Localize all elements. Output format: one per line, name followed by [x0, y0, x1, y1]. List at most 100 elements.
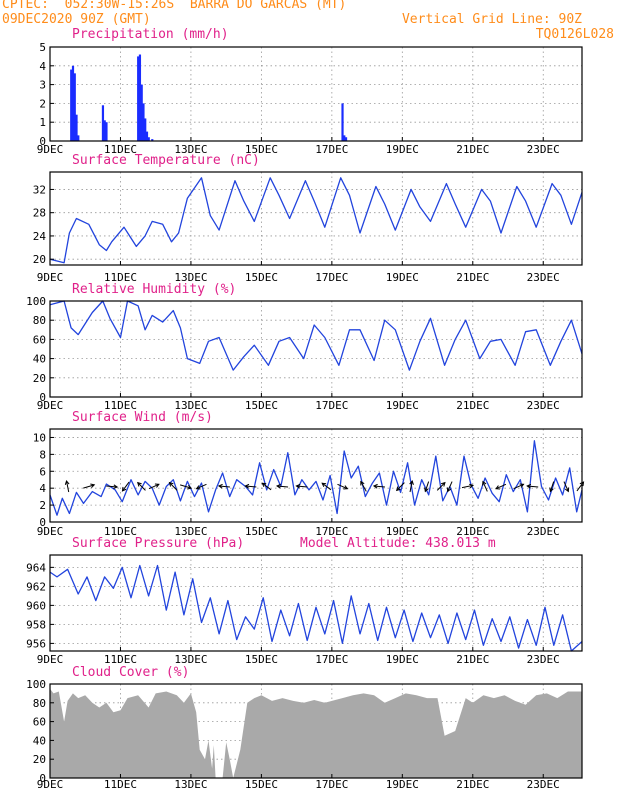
- wind-arrow-head: [113, 484, 119, 490]
- pressure-xtick-label: 15DEC: [245, 653, 278, 666]
- wind-line: [49, 440, 583, 516]
- temperature-line: [49, 177, 583, 264]
- humidity-xtick-label: 11DEC: [104, 399, 137, 412]
- wind-arrow-shaft: [447, 481, 453, 492]
- temperature-ytick-label: 24: [33, 230, 47, 243]
- cloud-cover-ytick-label: 100: [26, 678, 46, 691]
- wind-arrow-head: [564, 487, 570, 493]
- temperature-ytick-label: 20: [33, 253, 46, 266]
- temperature-ytick-label: 32: [33, 183, 46, 196]
- precipitation-xtick-label: 21DEC: [456, 143, 489, 156]
- wind-xtick-label: 15DEC: [245, 525, 278, 538]
- humidity-xtick-label: 23DEC: [527, 399, 560, 412]
- temperature-xtick-label: 11DEC: [104, 271, 137, 284]
- wind-arrow-head: [424, 487, 429, 493]
- temperature-xtick-label: 15DEC: [245, 271, 278, 284]
- pressure-line: [49, 564, 583, 652]
- precipitation-frame: [49, 46, 583, 142]
- wind-arrow-head: [244, 483, 250, 489]
- precipitation-title: Precipitation (mm/h): [72, 27, 229, 42]
- precipitation-bar: [71, 65, 75, 141]
- header-station-line: CPTEC: 052:30W-15:26S BARRA DO GARCAS (M…: [2, 0, 347, 12]
- wind-arrow-head: [482, 480, 487, 486]
- wind-arrow-shaft: [321, 482, 332, 491]
- humidity-xtick-label: 19DEC: [386, 399, 419, 412]
- cloud-cover-area: [50, 688, 582, 778]
- cloud-cover-xtick-label: 15DEC: [245, 778, 278, 791]
- wind-arrow-shaft: [137, 482, 146, 491]
- wind-ytick-label: 0: [39, 516, 46, 529]
- wind-arrow-head: [360, 480, 365, 486]
- temperature-xtick-label: 23DEC: [527, 271, 560, 284]
- cloud-cover-ytick-label: 60: [33, 716, 46, 729]
- wind-title: Surface Wind (m/s): [72, 410, 213, 425]
- wind-arrow-shaft: [373, 485, 385, 488]
- wind-arrow-head: [469, 483, 475, 489]
- wind-arrow-head: [187, 484, 193, 490]
- temperature-xtick-label: 21DEC: [456, 271, 489, 284]
- wind-arrow-head: [195, 485, 201, 490]
- precipitation-bar: [344, 137, 348, 141]
- precipitation-bar: [137, 56, 140, 141]
- cloud-cover-xtick-label: 9DEC: [37, 778, 64, 791]
- header-date-line: 09DEC2020 90Z (GMT): [2, 12, 151, 27]
- precipitation-bar: [151, 139, 154, 141]
- temperature-frame: [49, 171, 583, 266]
- temperature-xtick-label: 19DEC: [386, 271, 419, 284]
- wind-arrow-shaft: [296, 485, 308, 488]
- humidity-xtick-label: 15DEC: [245, 399, 278, 412]
- precipitation-xtick-label: 13DEC: [174, 143, 207, 156]
- wind-ytick-label: 4: [39, 482, 46, 495]
- wind-arrow-head: [217, 483, 223, 489]
- wind-arrow-head: [549, 487, 554, 493]
- temperature-ytick-label: 28: [33, 207, 46, 220]
- wind-ytick-label: 8: [39, 448, 46, 461]
- pressure-xtick-label: 17DEC: [315, 653, 348, 666]
- cloud-cover-xtick-label: 21DEC: [456, 778, 489, 791]
- wind-arrow-shaft: [360, 481, 367, 492]
- temperature-title: Surface Temperature (nC): [72, 153, 260, 168]
- header-model-id: TQ0126L028: [535, 27, 614, 42]
- precipitation-ytick-label: 4: [39, 60, 46, 73]
- humidity-xtick-label: 21DEC: [456, 399, 489, 412]
- wind-arrow-head: [372, 483, 378, 489]
- wind-xtick-label: 19DEC: [386, 525, 419, 538]
- temperature-xtick-label: 13DEC: [174, 271, 207, 284]
- wind-arrow-head: [261, 482, 267, 488]
- wind-arrow-shaft: [527, 485, 539, 488]
- wind-ytick-label: 2: [39, 499, 46, 512]
- precipitation-bar: [145, 131, 149, 141]
- humidity-xtick-label: 13DEC: [174, 399, 207, 412]
- temperature-xtick-label: 9DEC: [37, 271, 64, 284]
- precipitation-bar: [75, 114, 78, 141]
- wind-arrow-head: [495, 485, 501, 490]
- precipitation-bar: [103, 120, 106, 141]
- wind-arrow-head: [440, 481, 446, 487]
- humidity-ytick-label: 100: [26, 295, 46, 308]
- wind-arrow-shaft: [513, 483, 524, 490]
- cloud-cover-ytick-label: 40: [33, 734, 46, 747]
- humidity-frame: [49, 300, 583, 398]
- wind-arrow-shaft: [179, 484, 192, 489]
- cloud-cover-ytick-label: 80: [33, 697, 46, 710]
- pressure-xtick-label: 9DEC: [37, 653, 64, 666]
- precipitation-bar: [144, 118, 147, 141]
- wind-arrow-shaft: [337, 483, 348, 490]
- wind-arrow-head: [121, 486, 127, 492]
- cloud-cover-ytick-label: 0: [39, 772, 46, 785]
- wind-arrow-shaft: [436, 482, 446, 491]
- cloud-cover-xtick-label: 23DEC: [527, 778, 560, 791]
- wind-xtick-label: 17DEC: [315, 525, 348, 538]
- header-grid-note: Vertical Grid Line: 90Z: [401, 12, 582, 27]
- wind-arrow-head: [343, 485, 349, 490]
- precipitation-bar: [73, 73, 76, 141]
- wind-xtick-label: 21DEC: [456, 525, 489, 538]
- humidity-xtick-label: 17DEC: [315, 399, 348, 412]
- pressure-ytick-label: 956: [26, 637, 46, 650]
- pressure-ytick-label: 962: [26, 580, 46, 593]
- precipitation-bar: [343, 135, 346, 141]
- pressure-xtick-label: 23DEC: [527, 653, 560, 666]
- wind-arrow-head: [321, 482, 327, 488]
- wind-arrow-head: [446, 487, 452, 493]
- wind-arrow-shaft: [276, 485, 289, 488]
